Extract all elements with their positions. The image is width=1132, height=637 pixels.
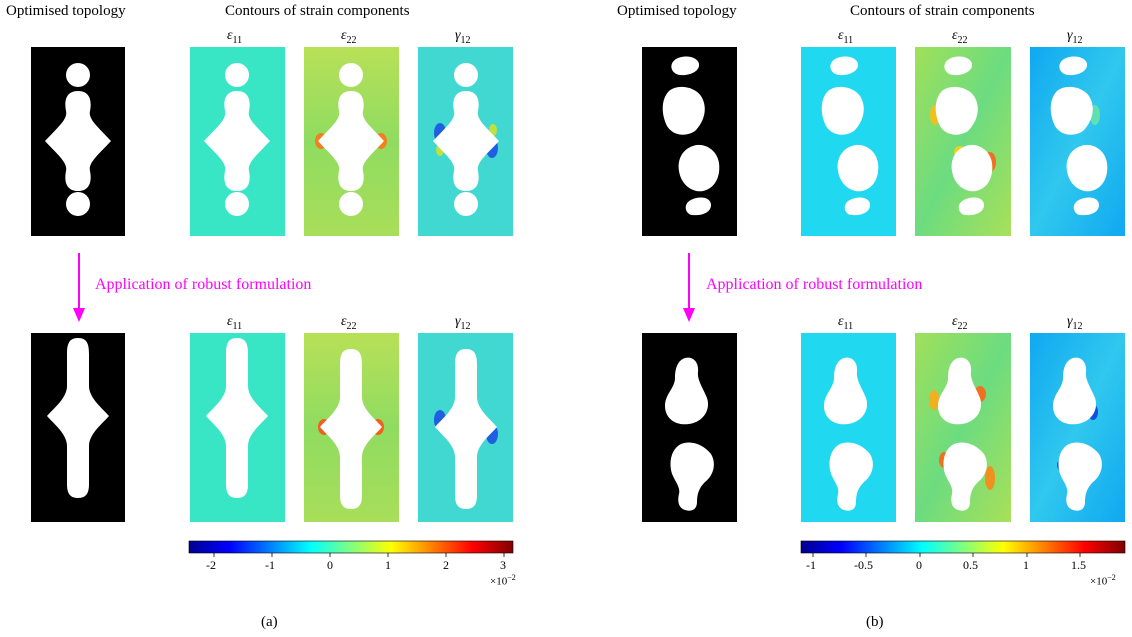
label-g12-b-bottom: γ12 [1067,314,1083,332]
colorbar-a-tick: 0 [327,558,333,572]
header-contours-a: Contours of strain components [225,3,410,19]
arrow-text-a: Application of robust formulation [95,276,312,293]
colorbar-a-tick: -1 [265,558,275,572]
colorbar-b-tick: 0.5 [963,558,978,572]
caption-b: (b) [866,614,884,630]
colorbar-b-tick: -1 [806,558,816,572]
label-g12-b-top: γ12 [1067,28,1083,46]
label-e11-a-top: ε11 [227,28,243,46]
header-contours-b: Contours of strain components [850,3,1035,19]
label-e11-b-bottom: ε11 [838,314,854,332]
colorbar-b-tick: 0 [916,558,922,572]
header-topology-a: Optimised topology [6,3,126,19]
colorbar-b-tick: -0.5 [854,558,873,572]
colorbar-b-multiplier: ×10−2 [1090,573,1116,588]
colorbar-a-tick: -2 [206,558,216,572]
label-e22-a-bottom: ε22 [341,314,357,332]
arrow-text-b: Application of robust formulation [706,276,923,293]
colorbar-b [800,540,1126,554]
label-g12-a-top: γ12 [455,28,471,46]
colorbar-a [188,540,514,554]
colorbar-b-tick: 1 [1023,558,1029,572]
label-e22-b-bottom: ε22 [952,314,968,332]
colorbar-a-tick: 1 [385,558,391,572]
label-e22-a-top: ε22 [341,28,357,46]
label-e11-b-top: ε11 [838,28,854,46]
colorbar-a-multiplier: ×10−2 [490,573,516,588]
colorbar-b-tick: 1.5 [1071,558,1086,572]
caption-a: (a) [261,614,278,630]
colorbar-a-tick: 2 [443,558,449,572]
header-topology-b: Optimised topology [617,3,737,19]
label-e11-a-bottom: ε11 [227,314,243,332]
label-e22-b-top: ε22 [952,28,968,46]
label-g12-a-bottom: γ12 [455,314,471,332]
colorbar-a-tick: 3 [500,558,506,572]
